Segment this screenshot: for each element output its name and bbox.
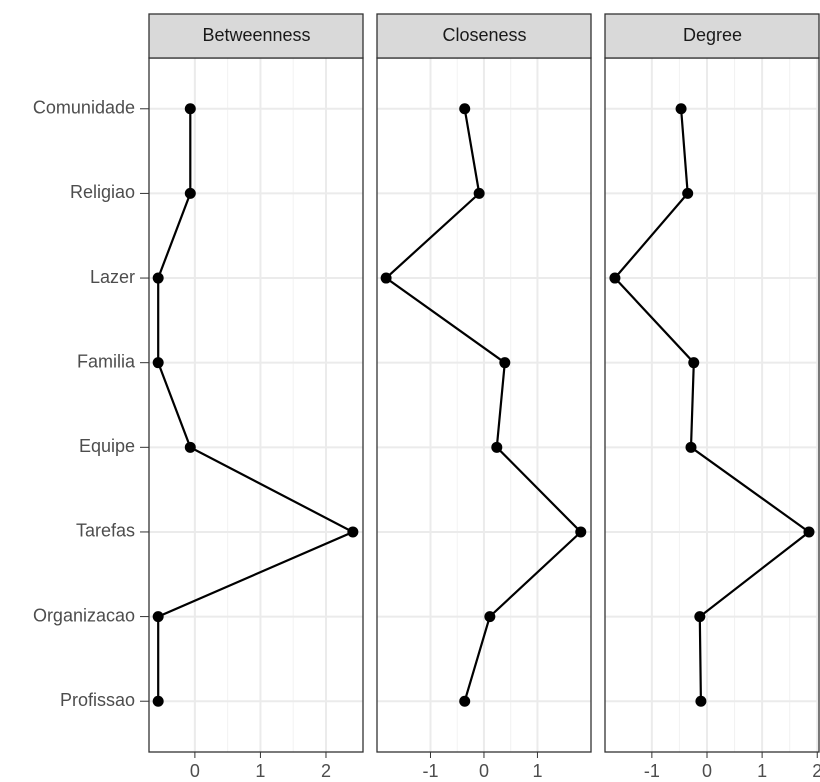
point bbox=[484, 611, 496, 623]
y-tick-label: Familia bbox=[77, 351, 136, 371]
y-tick-label: Profissao bbox=[60, 690, 135, 710]
x-tick-label: -1 bbox=[644, 761, 660, 781]
point bbox=[675, 103, 687, 115]
x-tick-label: 0 bbox=[190, 761, 200, 781]
y-tick-label: Organizacao bbox=[33, 605, 135, 625]
point bbox=[803, 526, 815, 538]
line bbox=[384, 108, 583, 702]
line bbox=[157, 108, 356, 702]
x-tick-label: 1 bbox=[532, 761, 542, 781]
panel-background bbox=[149, 58, 363, 752]
point bbox=[380, 272, 392, 284]
y-tick-label: Tarefas bbox=[76, 521, 135, 541]
strip bbox=[148, 13, 364, 59]
point bbox=[499, 357, 511, 369]
strip-title: Degree bbox=[683, 25, 742, 45]
point bbox=[347, 526, 359, 538]
strip bbox=[604, 13, 820, 59]
x-tick-label: 0 bbox=[479, 761, 489, 781]
x-tick-label: 1 bbox=[757, 761, 767, 781]
y-tick-label: Equipe bbox=[79, 436, 135, 456]
point bbox=[152, 695, 164, 707]
x-tick-label: 2 bbox=[812, 761, 820, 781]
point bbox=[459, 103, 471, 115]
point bbox=[688, 357, 700, 369]
point bbox=[491, 441, 503, 453]
point bbox=[152, 611, 164, 623]
strip-title: Closeness bbox=[442, 25, 526, 45]
point bbox=[184, 103, 196, 115]
point bbox=[575, 526, 587, 538]
point bbox=[473, 187, 485, 199]
point bbox=[184, 441, 196, 453]
point bbox=[609, 272, 621, 284]
strip-title: Betweenness bbox=[202, 25, 310, 45]
y-tick-label: Lazer bbox=[90, 267, 135, 287]
panel-background bbox=[605, 58, 819, 752]
x-tick-label: 1 bbox=[255, 761, 265, 781]
x-tick-label: -1 bbox=[422, 761, 438, 781]
y-tick-label: Comunidade bbox=[33, 98, 135, 118]
strip bbox=[376, 13, 592, 59]
point bbox=[695, 695, 707, 707]
point bbox=[152, 272, 164, 284]
point bbox=[459, 695, 471, 707]
point bbox=[184, 187, 196, 199]
point bbox=[682, 187, 694, 199]
point bbox=[694, 611, 706, 623]
x-tick-label: 0 bbox=[702, 761, 712, 781]
x-tick-label: 2 bbox=[321, 761, 331, 781]
point bbox=[152, 357, 164, 369]
y-tick-label: Religiao bbox=[70, 182, 135, 202]
line bbox=[613, 108, 811, 702]
point bbox=[685, 441, 697, 453]
